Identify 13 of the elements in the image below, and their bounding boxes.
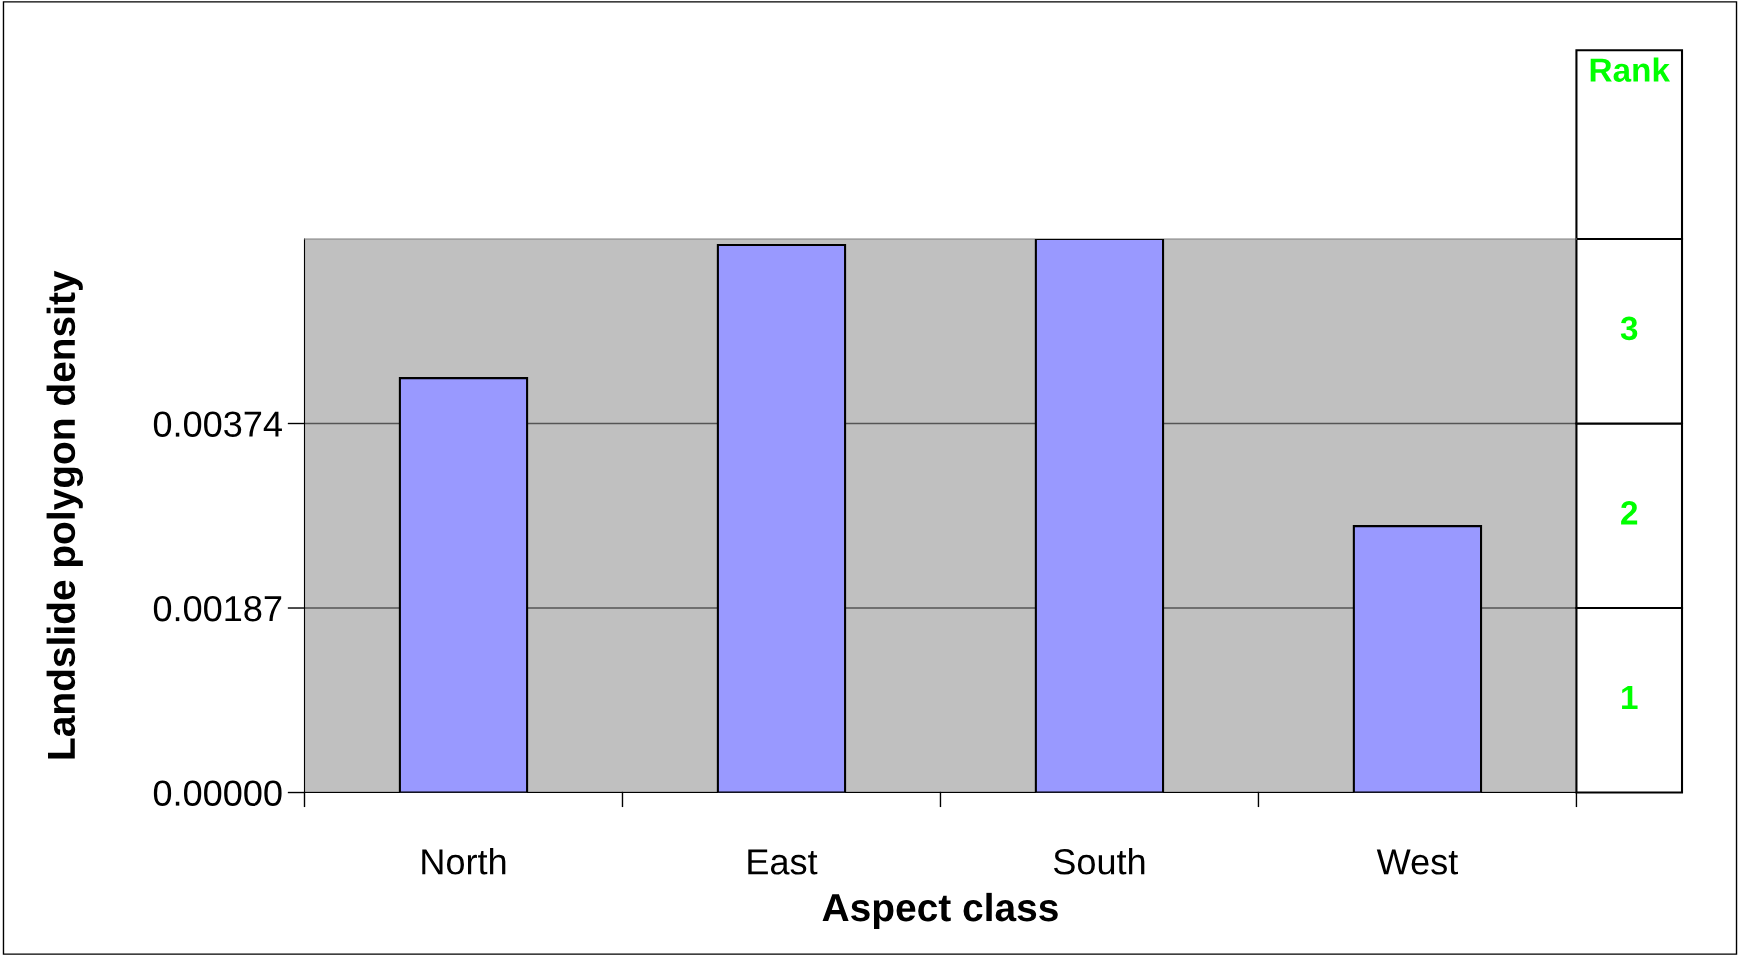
text: Rank [1590,57,1671,82]
y-tick-label: 0.00374 [153,411,282,437]
x-tick-label: North [422,848,506,875]
x-tick-label: West [1376,849,1458,875]
y-tick-label: 0.00000 [153,780,282,806]
text: 3 [1620,316,1638,341]
y-tick-label: 0.00187 [153,595,282,622]
x-axis-title: Aspect class [822,892,1058,930]
x-tick-label: East [748,849,818,875]
y-axis-title: Landslide polygon density [46,270,84,759]
x-tick-label: South [1053,848,1145,875]
text: 1 [1622,685,1638,709]
text: 2 [1621,501,1638,525]
